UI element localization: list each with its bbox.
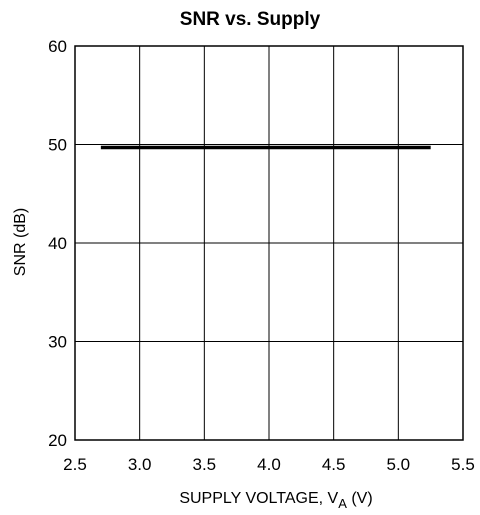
y-tick-label: 40 <box>48 234 67 253</box>
x-tick-label: 2.5 <box>63 455 87 474</box>
x-axis-label: SUPPLY VOLTAGE, VA (V) <box>179 490 372 511</box>
y-tick-label: 50 <box>48 136 67 155</box>
x-axis-label-subscript: A <box>338 496 347 511</box>
x-tick-label: 3.0 <box>128 455 152 474</box>
y-tick-label: 20 <box>48 431 67 450</box>
chart-title: SNR vs. Supply <box>180 9 321 30</box>
y-tick-labels: 20 30 40 50 60 <box>48 37 67 450</box>
grid <box>74 45 464 441</box>
x-tick-label: 3.5 <box>193 455 217 474</box>
x-axis-label-suffix: (V) <box>347 490 373 507</box>
x-tick-label: 5.5 <box>451 455 475 474</box>
y-tick-label: 60 <box>48 37 67 56</box>
x-tick-label: 4.5 <box>322 455 346 474</box>
y-axis-label: SNR (dB) <box>12 208 29 276</box>
x-tick-label: 5.0 <box>387 455 411 474</box>
x-tick-label: 4.0 <box>257 455 281 474</box>
x-tick-labels: 2.5 3.0 3.5 4.0 4.5 5.0 5.5 <box>63 455 475 474</box>
x-axis-label-main: SUPPLY VOLTAGE, V <box>179 490 338 507</box>
y-tick-label: 30 <box>48 333 67 352</box>
plot-area <box>74 45 464 441</box>
